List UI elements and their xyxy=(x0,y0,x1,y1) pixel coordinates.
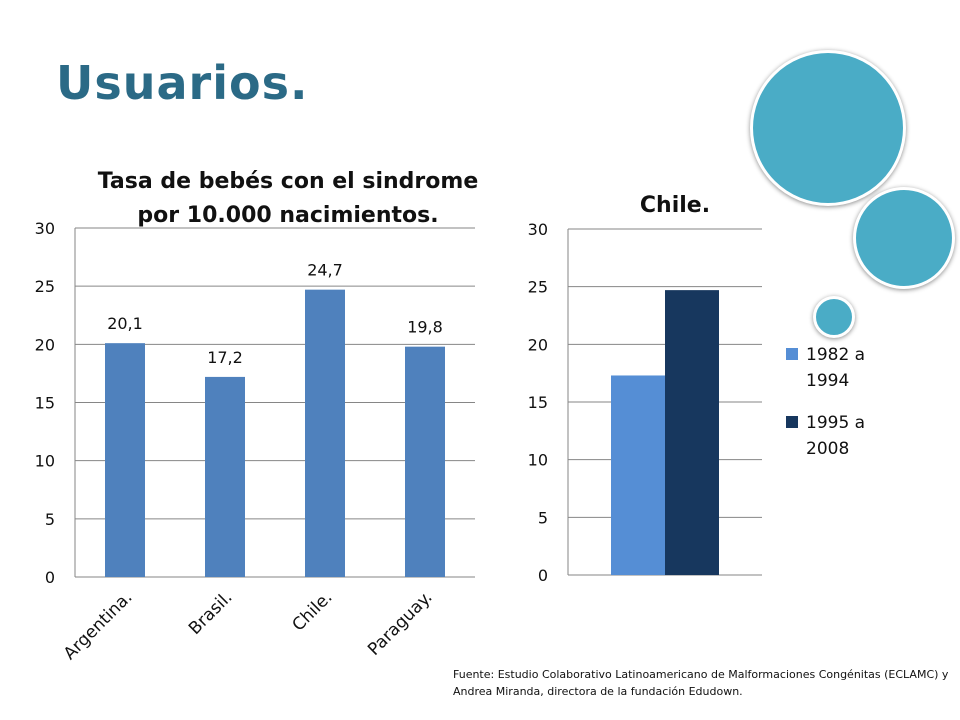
chart1-bar xyxy=(305,289,345,577)
chart2-bar-series-1 xyxy=(611,375,665,575)
chart2-ytick-label: 0 xyxy=(538,566,548,585)
chart1-title-line2: por 10.000 nacimientos. xyxy=(137,203,438,228)
chart2-title: Chile. xyxy=(640,193,710,218)
chart2-legend-label: 1982 a xyxy=(806,345,865,365)
chart2-legend-swatch xyxy=(786,348,798,360)
chart2-ytick-label: 25 xyxy=(528,278,548,297)
chart1-data-label: 20,1 xyxy=(107,314,143,333)
small-circle-decoration xyxy=(813,296,855,338)
chart1-bar xyxy=(205,376,245,577)
chart1-data-label: 19,8 xyxy=(407,318,443,337)
chart1-bar xyxy=(405,346,445,577)
chart1-ytick-label: 20 xyxy=(35,335,55,354)
chart2-legend-swatch xyxy=(786,416,798,428)
chart2-legend-label: 2008 xyxy=(806,439,849,459)
chart2-ytick-label: 30 xyxy=(528,220,548,239)
large-circle-decoration xyxy=(750,50,906,206)
chart2-ytick-label: 10 xyxy=(528,451,548,470)
chart1-ytick-label: 5 xyxy=(45,510,55,529)
chart1-ytick-label: 10 xyxy=(35,452,55,471)
chart1-ytick-label: 15 xyxy=(35,394,55,413)
chart1-data-label: 17,2 xyxy=(207,348,243,367)
chart1-title-line1: Tasa de bebés con el sindrome xyxy=(98,169,479,194)
chart1-bar xyxy=(105,343,145,577)
source-note: Fuente: Estudio Colaborativo Latinoameri… xyxy=(453,668,949,698)
chart1-ytick-label: 30 xyxy=(35,219,55,238)
chart2-legend-label: 1995 a xyxy=(806,413,865,433)
chart1-ytick-label: 25 xyxy=(35,277,55,296)
chart2-ytick-label: 20 xyxy=(528,335,548,354)
chart2-ytick-label: 15 xyxy=(528,393,548,412)
chart2-legend-label: 1994 xyxy=(806,371,849,391)
slide-title: Usuarios. xyxy=(56,56,309,110)
chart2-bar-series-2 xyxy=(665,290,719,575)
chart1-ytick-label: 0 xyxy=(45,568,55,587)
chart2-ytick-label: 5 xyxy=(538,508,548,527)
chart1-data-label: 24,7 xyxy=(307,261,343,280)
medium-circle-decoration xyxy=(853,187,955,289)
